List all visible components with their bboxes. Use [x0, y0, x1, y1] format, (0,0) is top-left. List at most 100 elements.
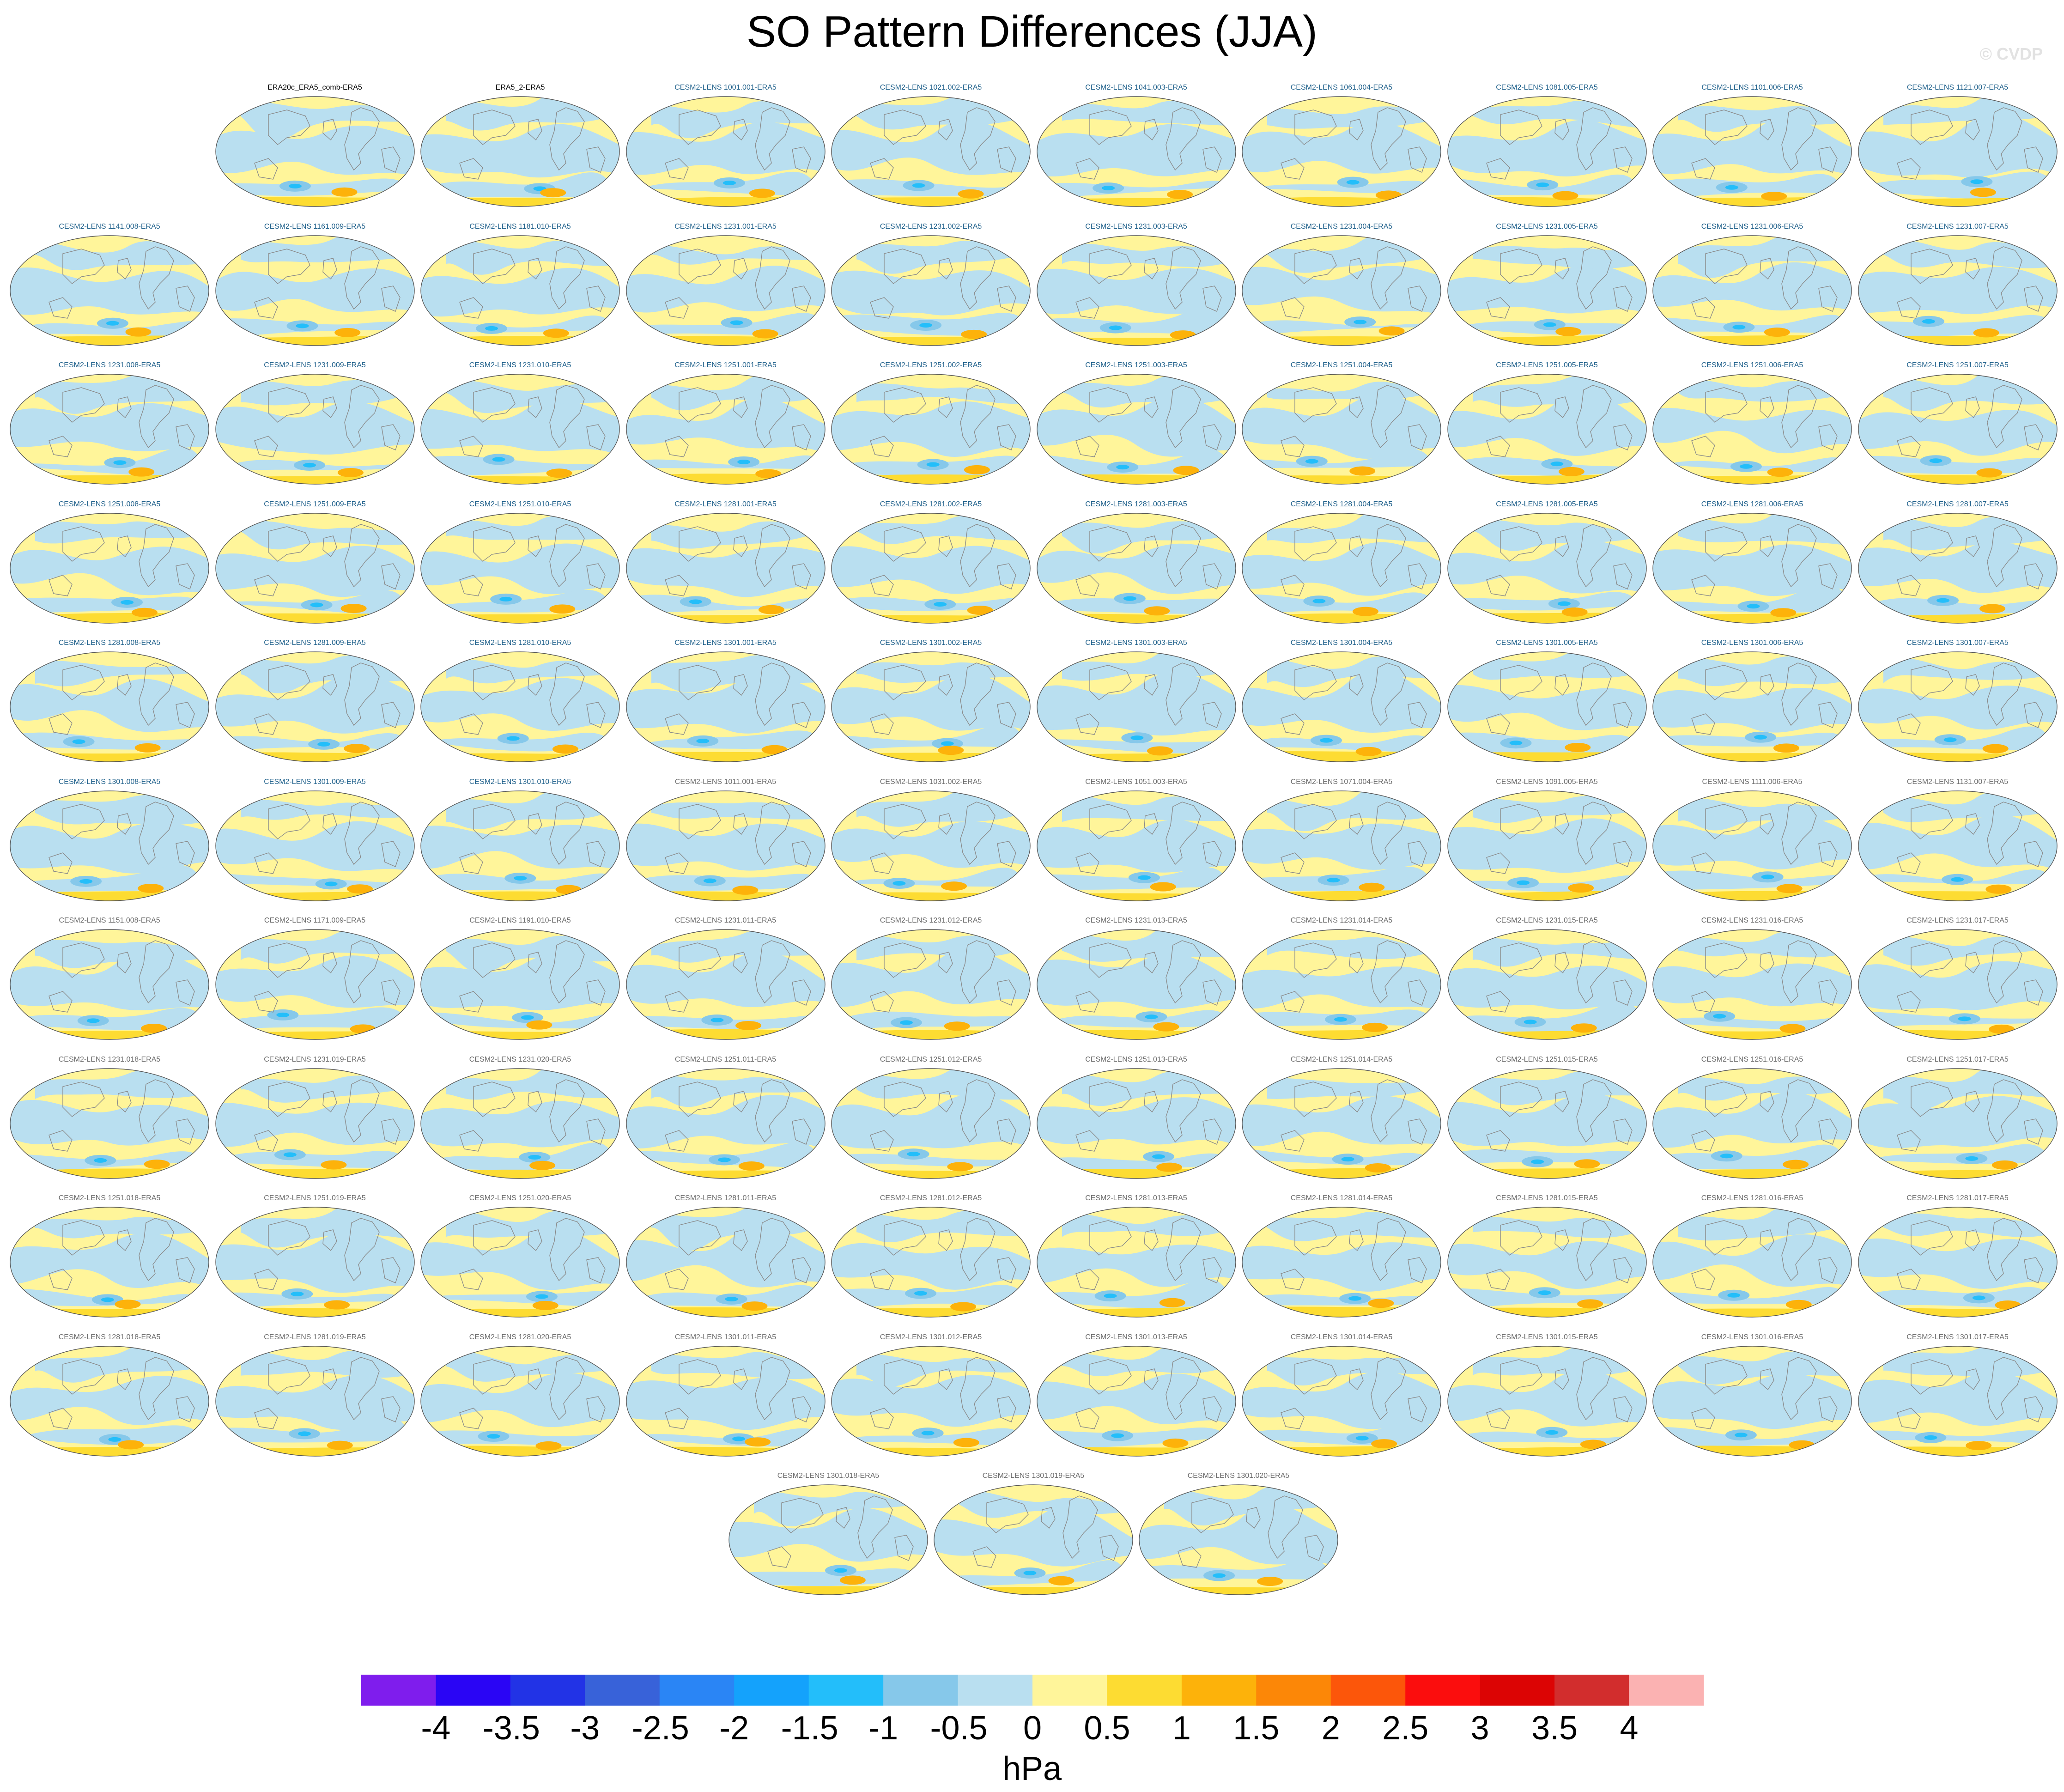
map-panel: CESM2-LENS 1231.003-ERA5: [1034, 222, 1238, 360]
map-plot: [215, 512, 415, 624]
map-panel: CESM2-LENS 1301.004-ERA5: [1239, 638, 1444, 777]
map-panel: CESM2-LENS 1041.003-ERA5: [1034, 83, 1238, 221]
map-plot: [831, 1345, 1031, 1457]
map-plot: [625, 1345, 826, 1457]
map-panel: CESM2-LENS 1251.010-ERA5: [418, 499, 622, 638]
panel-label: CESM2-LENS 1231.005-ERA5: [1496, 222, 1598, 231]
map-panel: CESM2-LENS 1281.002-ERA5: [829, 499, 1033, 638]
panel-label: CESM2-LENS 1231.014-ERA5: [1290, 917, 1393, 924]
panel-label: CESM2-LENS 1301.001-ERA5: [674, 639, 777, 647]
panel-label: ERA5_2-ERA5: [495, 84, 545, 91]
map-panel: CESM2-LENS 1281.001-ERA5: [624, 499, 828, 638]
panel-label: CESM2-LENS 1191.010-ERA5: [469, 917, 571, 924]
panel-label: CESM2-LENS 1231.003-ERA5: [1085, 222, 1187, 231]
map-plot: [420, 1345, 620, 1457]
panel-label: CESM2-LENS 1231.013-ERA5: [1085, 917, 1187, 924]
map-panel: CESM2-LENS 1251.018-ERA5: [7, 1193, 212, 1332]
map-plot: [1858, 790, 2058, 901]
colorbar-swatch: [1107, 1675, 1182, 1706]
map-plot: [1036, 512, 1236, 624]
map-panel: CESM2-LENS 1231.001-ERA5: [624, 222, 828, 360]
map-plot: [1858, 1345, 2058, 1457]
colorbar-swatch: [659, 1675, 735, 1706]
map-panel: CESM2-LENS 1081.005-ERA5: [1445, 83, 1649, 221]
panel-label: CESM2-LENS 1301.009-ERA5: [264, 778, 366, 786]
map-plot: [1242, 1345, 1441, 1457]
map-plot: [1242, 235, 1441, 346]
map-panel: CESM2-LENS 1281.011-ERA5: [624, 1193, 828, 1332]
map-panel: CESM2-LENS 1231.020-ERA5: [418, 1055, 622, 1193]
map-panel: CESM2-LENS 1281.017-ERA5: [1856, 1193, 2060, 1332]
panel-label: CESM2-LENS 1281.003-ERA5: [1085, 500, 1187, 508]
map-panel: CESM2-LENS 1281.016-ERA5: [1650, 1193, 1854, 1332]
colorbar-tick-label: 2: [1321, 1710, 1340, 1747]
panel-label: CESM2-LENS 1251.006-ERA5: [1701, 361, 1803, 369]
colorbar-swatch: [361, 1675, 436, 1706]
map-plot: [1447, 651, 1647, 762]
map-plot: [1858, 374, 2058, 485]
panel-label: CESM2-LENS 1231.010-ERA5: [469, 361, 571, 369]
map-panel: CESM2-LENS 1231.009-ERA5: [213, 360, 417, 499]
panel-label: CESM2-LENS 1111.006-ERA5: [1702, 778, 1803, 786]
panel-label: CESM2-LENS 1251.008-ERA5: [58, 500, 161, 508]
map-plot: [215, 235, 415, 346]
panel-label: CESM2-LENS 1251.019-ERA5: [264, 1194, 366, 1202]
panel-label: CESM2-LENS 1081.005-ERA5: [1496, 84, 1598, 91]
panel-label: CESM2-LENS 1251.002-ERA5: [880, 361, 982, 369]
map-plot: [934, 1484, 1133, 1595]
colorbar-tick-label: -2: [719, 1710, 749, 1747]
map-panel: CESM2-LENS 1251.001-ERA5: [624, 360, 828, 499]
map-plot: [10, 1345, 209, 1457]
colorbar-swatch: [808, 1675, 884, 1706]
map-panel: CESM2-LENS 1111.006-ERA5: [1650, 777, 1854, 916]
map-plot: [1652, 512, 1852, 624]
panel-label: CESM2-LENS 1231.015-ERA5: [1496, 917, 1598, 924]
panel-label: CESM2-LENS 1301.006-ERA5: [1701, 639, 1803, 647]
panel-label: CESM2-LENS 1281.014-ERA5: [1290, 1194, 1393, 1202]
panel-label: CESM2-LENS 1281.011-ERA5: [674, 1194, 777, 1202]
map-panel: CESM2-LENS 1021.002-ERA5: [829, 83, 1033, 221]
map-plot: [1242, 1068, 1441, 1179]
map-panel: CESM2-LENS 1121.007-ERA5: [1856, 83, 2060, 221]
map-plot: [1242, 374, 1441, 485]
map-plot: [1036, 235, 1236, 346]
map-plot: [625, 374, 826, 485]
map-plot: [831, 929, 1031, 1040]
panel-label: CESM2-LENS 1251.003-ERA5: [1085, 361, 1187, 369]
map-plot: [1447, 929, 1647, 1040]
map-plot: [420, 235, 620, 346]
panel-label: CESM2-LENS 1281.004-ERA5: [1290, 500, 1393, 508]
map-plot: [831, 374, 1031, 485]
panel-label: CESM2-LENS 1301.013-ERA5: [1085, 1333, 1187, 1341]
panel-label: CESM2-LENS 1281.008-ERA5: [58, 639, 161, 647]
colorbar-tick-label: 2.5: [1382, 1710, 1429, 1747]
map-panel: CESM2-LENS 1281.012-ERA5: [829, 1193, 1033, 1332]
colorbar-swatch: [1181, 1675, 1257, 1706]
colorbar-tick-label: 1: [1172, 1710, 1191, 1747]
map-plot: [420, 512, 620, 624]
colorbar-tick-label: 1.5: [1233, 1710, 1280, 1747]
panel-label: CESM2-LENS 1281.012-ERA5: [880, 1194, 982, 1202]
panel-label: CESM2-LENS 1091.005-ERA5: [1496, 778, 1598, 786]
panel-label: CESM2-LENS 1301.002-ERA5: [880, 639, 982, 647]
panel-label: CESM2-LENS 1231.004-ERA5: [1290, 222, 1393, 231]
map-plot: [10, 651, 209, 762]
colorbar-swatch: [510, 1675, 585, 1706]
map-plot: [625, 512, 826, 624]
map-plot: [215, 374, 415, 485]
colorbar-swatch: [436, 1675, 511, 1706]
map-plot: [10, 790, 209, 901]
panel-label: CESM2-LENS 1301.018-ERA5: [777, 1472, 880, 1480]
map-panel: CESM2-LENS 1281.005-ERA5: [1445, 499, 1649, 638]
map-plot: [831, 96, 1031, 207]
map-plot: [1652, 651, 1852, 762]
map-plot: [1242, 790, 1441, 901]
map-plot: [625, 651, 826, 762]
map-plot: [831, 512, 1031, 624]
map-plot: [1652, 235, 1852, 346]
map-plot: [1652, 1207, 1852, 1318]
map-plot: [1858, 512, 2058, 624]
colorbar-swatch: [1330, 1675, 1406, 1706]
colorbar-swatch: [958, 1675, 1033, 1706]
panel-label: CESM2-LENS 1011.001-ERA5: [674, 778, 777, 786]
